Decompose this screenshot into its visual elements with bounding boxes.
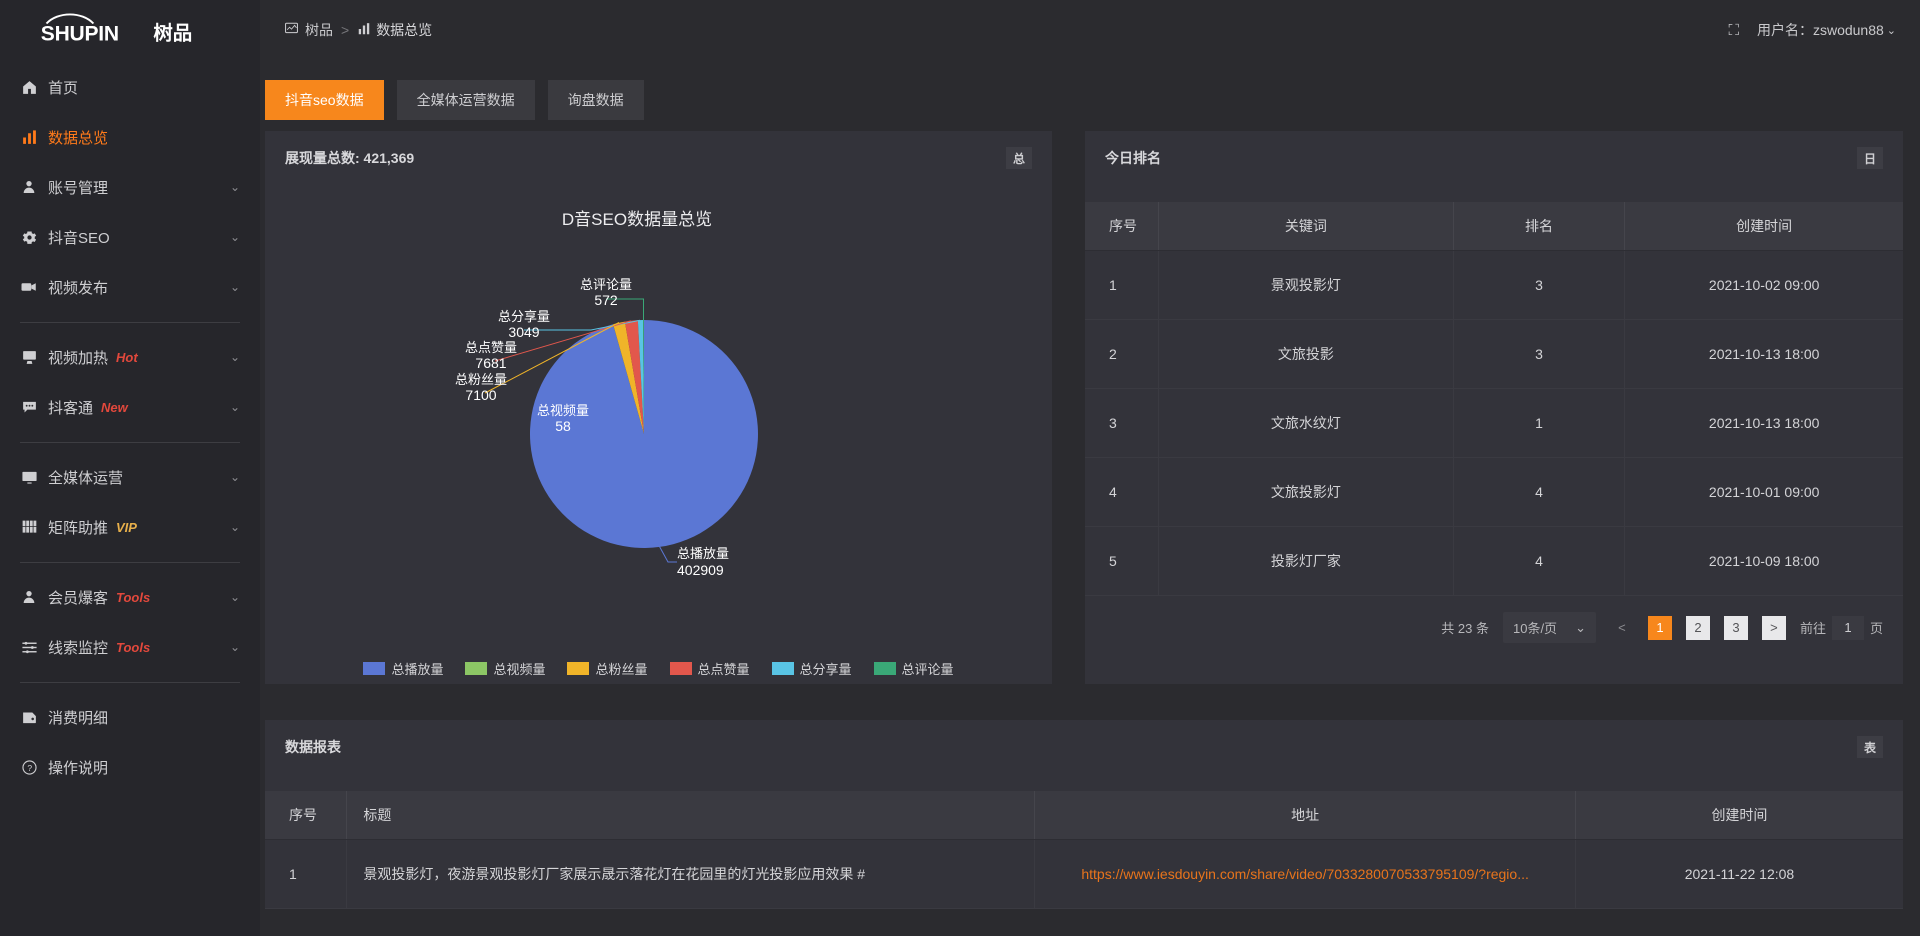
svg-text:总播放量: 总播放量 <box>677 546 729 561</box>
svg-text:总粉丝量: 总粉丝量 <box>455 372 507 387</box>
svg-text:58: 58 <box>555 418 571 434</box>
svg-text:572: 572 <box>594 292 618 308</box>
svg-text:SHUPIN: SHUPIN <box>41 23 119 46</box>
svg-text:总视频量: 总视频量 <box>537 403 589 418</box>
svg-text:?: ? <box>27 763 32 773</box>
svg-text:树品: 树品 <box>153 22 192 45</box>
svg-text:D音SEO数据量总览: D音SEO数据量总览 <box>562 210 712 229</box>
svg-text:402909: 402909 <box>677 562 724 578</box>
svg-text:总评论量: 总评论量 <box>580 277 632 292</box>
svg-text:总分享量: 总分享量 <box>498 309 550 324</box>
svg-text:总点赞量: 总点赞量 <box>465 340 517 355</box>
svg-text:7100: 7100 <box>465 387 496 403</box>
svg-text:7681: 7681 <box>475 355 506 371</box>
svg-text:3049: 3049 <box>508 324 539 340</box>
